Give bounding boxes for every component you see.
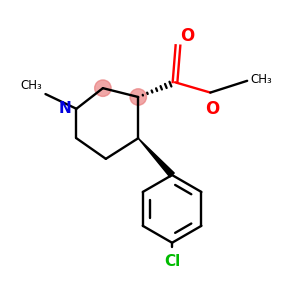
Text: O: O xyxy=(180,27,195,45)
Text: CH₃: CH₃ xyxy=(21,79,43,92)
Text: CH₃: CH₃ xyxy=(251,73,272,86)
Polygon shape xyxy=(138,138,174,177)
Circle shape xyxy=(94,80,111,96)
Circle shape xyxy=(130,89,146,105)
Text: Cl: Cl xyxy=(164,254,180,269)
Text: O: O xyxy=(205,100,219,118)
Text: N: N xyxy=(58,101,71,116)
